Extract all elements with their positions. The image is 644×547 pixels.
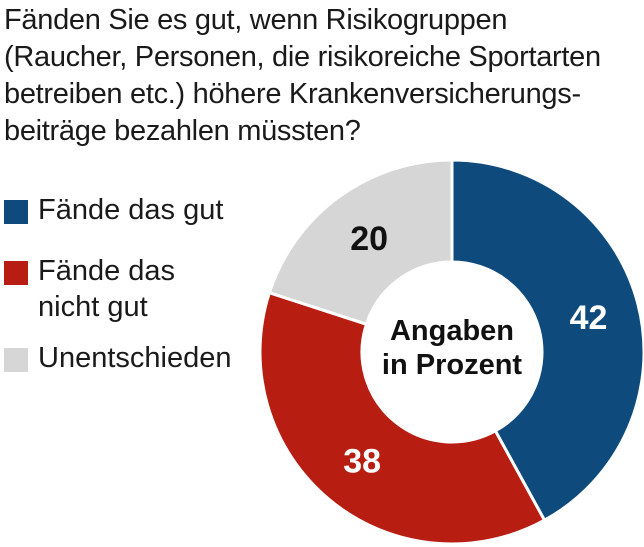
slice-value-label: 38 <box>343 443 381 481</box>
legend-item-gut: Fände das gut <box>4 192 254 228</box>
legend: Fände das gut Fände das nicht gut Unents… <box>4 192 254 376</box>
legend-label: Unentschieden <box>38 342 232 374</box>
chart-title: Fänden Sie es gut, wenn Risikogruppen (R… <box>4 2 640 150</box>
legend-item-nicht-gut: Fände das nicht gut <box>4 253 254 325</box>
slice-unentschieden <box>267 158 454 327</box>
title-line: (Raucher, Personen, die risikoreiche Spo… <box>4 41 601 73</box>
slice-value-label: 20 <box>350 220 388 258</box>
legend-label: Fände das gut <box>38 194 224 226</box>
legend-swatch <box>4 200 28 224</box>
slice-gut <box>450 158 644 523</box>
slice-value-label: 42 <box>570 299 608 337</box>
title-line: Fänden Sie es gut, wenn Risikogruppen <box>4 4 508 36</box>
title-line: beiträge bezahlen müssten? <box>4 115 361 147</box>
legend-swatch <box>4 261 28 285</box>
legend-label: nicht gut <box>38 291 148 323</box>
title-line: betreiben etc.) höhere Krankenversicheru… <box>4 78 581 110</box>
center-label-line: in Prozent <box>382 349 523 381</box>
center-label-line: Angaben <box>390 315 514 347</box>
slice-nicht-gut <box>258 290 547 546</box>
legend-swatch <box>4 348 28 372</box>
legend-label: Fände das <box>38 255 176 287</box>
legend-item-unentschieden: Unentschieden <box>4 340 254 376</box>
